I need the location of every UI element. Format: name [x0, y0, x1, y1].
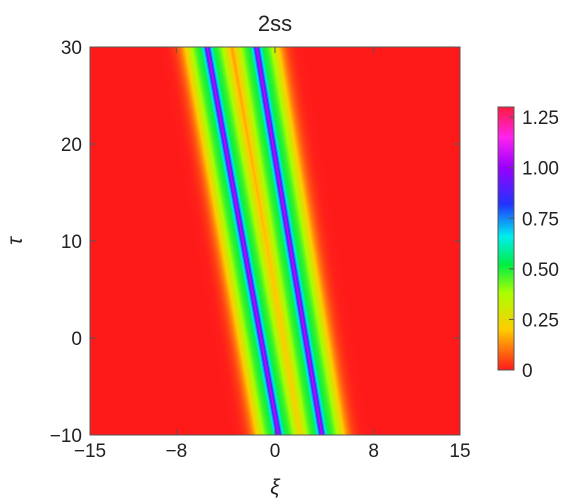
y-tick-label: 10 [61, 232, 82, 253]
y-axis: −10 0 10 20 30 [50, 38, 460, 447]
x-tick-label: −15 [74, 441, 106, 462]
y-axis-label: τ [4, 236, 27, 245]
y-tick-label: −10 [50, 426, 82, 447]
x-tick-label: −8 [165, 441, 187, 462]
colorbar-tick-label: 0.25 [522, 310, 559, 331]
y-tick-label: 20 [61, 135, 82, 156]
colorbar [497, 106, 515, 371]
colorbar-tick-label: 1.00 [522, 159, 559, 180]
density-map [90, 47, 460, 435]
y-tick-label: 30 [61, 38, 82, 59]
colorbar-tick-label: 0.75 [522, 209, 559, 230]
y-tick-label: 0 [71, 329, 82, 350]
colorbar-ticks: 0 0.25 0.50 0.75 1.00 1.25 [509, 108, 559, 382]
colorbar-tick-label: 1.25 [522, 108, 559, 129]
x-tick-label: 0 [270, 441, 281, 462]
chart-title: 2ss [258, 11, 292, 36]
colorbar-tick-label: 0 [522, 361, 533, 382]
x-tick-label: 8 [368, 441, 379, 462]
x-axis-label: ξ [270, 476, 281, 499]
x-axis: −15 −8 0 8 15 [74, 47, 471, 462]
colorbar-tick-label: 0.50 [522, 260, 559, 281]
x-tick-label: 15 [449, 441, 470, 462]
